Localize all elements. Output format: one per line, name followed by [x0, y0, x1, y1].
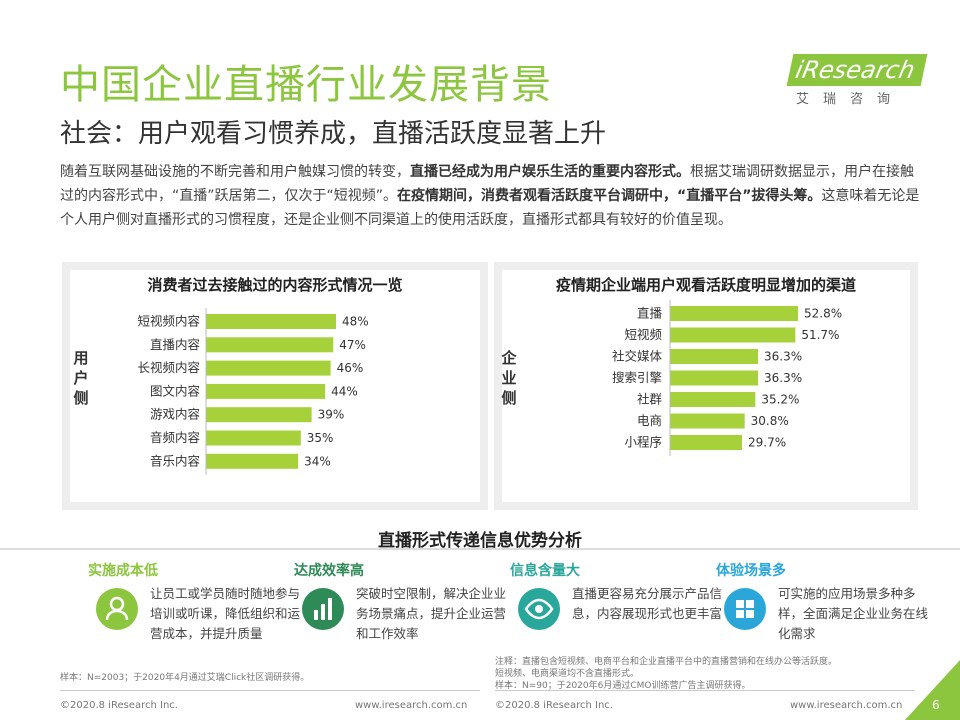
category-label: 小程序: [624, 435, 662, 450]
section-title: 直播形式传递信息优势分析: [378, 531, 582, 551]
bar-chart-icon: [302, 588, 344, 630]
left-bar-chart: 短视频内容 48% 直播内容 47% 长视频内容 46% 图文内容 44% 游戏内容 39% 音频内…: [137, 308, 369, 475]
bar: [670, 435, 742, 450]
feature-low-cost: 实施成本低 让员工或学员随时随地参与培训或听课，降低组织和运营成本，并提升质量: [88, 560, 303, 650]
logo-subtext: 艾瑞咨询: [796, 92, 905, 107]
logo-text: iResearch: [786, 54, 928, 86]
category-label: 长视频内容: [137, 360, 200, 375]
footer-divider-right: [495, 690, 915, 691]
corner-triangle: [905, 660, 960, 720]
category-label: 游戏内容: [150, 407, 200, 422]
value-label: 30.8%: [751, 414, 789, 428]
feature-title: 达成效率高: [294, 563, 364, 579]
bar: [670, 306, 798, 321]
value-label: 29.7%: [748, 436, 786, 450]
left-side-label: 用户侧: [73, 349, 89, 407]
feature-many-scenarios: 体验场景多 可实施的应用场景多种多样，全面满足企业业务在线化需求: [716, 560, 931, 650]
intro-bold-1: 直播已经成为用户娱乐生活的重要内容形式。: [410, 164, 690, 180]
page-subtitle: 社会：用户观看习惯养成，直播活跃度显著上升: [60, 119, 607, 149]
category-label: 短视频内容: [137, 314, 200, 329]
page-title: 中国企业直播行业发展背景: [60, 62, 552, 108]
value-label: 51.7%: [801, 328, 839, 342]
right-side-label: 企业侧: [501, 349, 517, 407]
bar: [670, 370, 758, 386]
feature-rich-info: 信息含量大 直播更容易充分展示产品信息，内容展现形式也更丰富: [510, 560, 725, 650]
right-chart-title: 疫情期企业端用户观看活跃度明显增加的渠道: [555, 276, 856, 294]
bar: [670, 327, 796, 343]
sample-note-left: 样本：N=2003；于2020年4月通过艾瑞Click社区调研获得。: [60, 673, 310, 683]
bar: [670, 413, 745, 429]
feature-title: 信息含量大: [510, 563, 580, 579]
feature-high-efficiency: 达成效率高 突破时空限制，解决企业业务场景痛点，提升企业运营和工作效率: [294, 560, 509, 650]
iresearch-logo: iResearch 艾瑞咨询: [786, 52, 928, 112]
feature-desc: 突破时空限制，解决企业业务场景痛点，提升企业运营和工作效率: [356, 586, 507, 641]
footer-divider-left: [60, 690, 480, 691]
category-label: 社交媒体: [612, 349, 663, 364]
value-label: 36.3%: [764, 350, 802, 364]
right-bar-chart: 直播 52.8% 短视频 51.7% 社交媒体 36.3% 搜索引擎 36.3% 社群 35.2%…: [612, 300, 842, 456]
category-label: 图文内容: [150, 383, 200, 398]
category-label: 音频内容: [150, 430, 200, 445]
category-label: 电商: [637, 413, 662, 428]
people-icon: [96, 588, 138, 630]
bar: [206, 383, 326, 399]
url-right: www.iresearch.com.cn: [790, 700, 903, 711]
copyright-right: ©2020.8 iResearch Inc.: [495, 700, 613, 711]
category-label: 社群: [637, 392, 663, 407]
page-number: 6: [932, 698, 940, 712]
url-left: www.iresearch.com.cn: [355, 700, 468, 711]
intro-text-2: 根据艾瑞调研数据显示，用户在接触过的内容形式中，“直播”跃居第二，仅次于“短视频…: [60, 164, 914, 204]
bar: [206, 407, 312, 423]
intro-text-3: 这意味着无论是个人用户侧对直播形式的习惯程度，还是企业侧不同渠道上的使用活跃度，…: [60, 188, 920, 228]
intro-text-1: 随着互联网基础设施的不断完善和用户触媒习惯的转变，: [60, 164, 410, 180]
feature-title: 体验场景多: [716, 563, 786, 579]
value-label: 35%: [307, 431, 334, 445]
value-label: 36.3%: [764, 371, 802, 385]
bar: [206, 430, 301, 446]
feature-desc: 可实施的应用场景多种多样，全面满足企业业务在线化需求: [778, 586, 929, 641]
intro-paragraph: 随着互联网基础设施的不断完善和用户触媒习惯的转变，直播已经成为用户娱乐生活的重要…: [60, 160, 920, 232]
bar: [206, 360, 331, 376]
bar: [670, 349, 758, 364]
category-label: 短视频: [624, 327, 662, 342]
value-label: 34%: [304, 454, 331, 468]
value-label: 35.2%: [761, 393, 799, 407]
value-label: 47%: [339, 338, 366, 352]
note-right-2: 短视频、电商渠道均不含直播形式。: [495, 669, 640, 679]
value-label: 46%: [337, 361, 364, 375]
eye-icon: [518, 588, 560, 630]
category-label: 音乐内容: [150, 453, 200, 468]
copyright-left: ©2020.8 iResearch Inc.: [60, 700, 178, 711]
bar: [670, 392, 756, 407]
left-chart-title: 消费者过去接触过的内容形式情况一览: [147, 276, 403, 294]
note-right-3: 样本：N=90；于2020年6月通过CMO训练营广告主调研获得。: [495, 681, 751, 691]
value-label: 44%: [331, 384, 358, 398]
bar: [206, 314, 336, 329]
feature-desc: 让员工或学员随时随地参与培训或听课，降低组织和运营成本，并提升质量: [150, 586, 301, 641]
value-label: 52.8%: [804, 307, 842, 321]
bar: [206, 337, 334, 353]
section-divider: [0, 548, 960, 550]
value-label: 39%: [318, 408, 345, 422]
intro-bold-2: 在疫情期间，消费者观看活跃度平台调研中，“直播平台”拔得头筹。: [397, 188, 822, 204]
category-label: 直播内容: [150, 337, 200, 352]
note-right-1: 注释：直播包含短视频、电商平台和企业直播平台中的直播营销和在线办公等活跃度。: [495, 657, 838, 667]
category-label: 搜索引擎: [612, 370, 662, 385]
scenario-icon: [724, 588, 766, 630]
bar: [206, 453, 299, 469]
feature-desc: 直播更容易充分展示产品信息，内容展现形式也更丰富: [572, 586, 723, 621]
category-label: 直播: [637, 306, 663, 321]
value-label: 48%: [342, 315, 369, 329]
feature-title: 实施成本低: [88, 563, 158, 579]
